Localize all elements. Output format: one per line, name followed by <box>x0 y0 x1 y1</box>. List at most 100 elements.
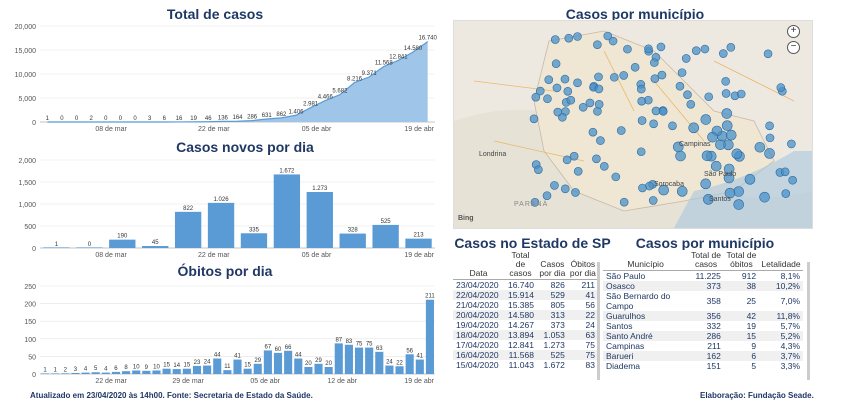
col-total[interactable]: Total de casos <box>504 250 537 280</box>
table-cell: 1.053 <box>536 330 568 340</box>
data-label: 63 <box>376 346 383 352</box>
municipality-marker <box>619 197 629 207</box>
municipality-table-row[interactable]: Diadema 151 5 3,3% <box>603 361 803 371</box>
data-label: 45 <box>152 240 159 246</box>
municipality-table-row[interactable]: Barueri 162 6 3,7% <box>603 351 803 361</box>
data-label: 16.740 <box>419 36 438 42</box>
col-municipio[interactable]: Município <box>603 250 689 271</box>
col-daily-deaths[interactable]: Óbitos por dia <box>567 250 598 280</box>
bar <box>354 347 364 374</box>
table-cell: 12.841 <box>507 340 534 350</box>
data-label: 4 <box>104 367 108 373</box>
data-label: 87 <box>335 337 342 343</box>
zoom-out-button[interactable]: − <box>787 41 800 54</box>
table-cell: 9 <box>751 341 757 351</box>
municipality-marker <box>736 89 746 99</box>
table-cell: 211 <box>707 341 721 351</box>
municipality-marker <box>656 42 666 52</box>
bar <box>306 191 333 248</box>
state-table-row[interactable]: 15/04/2020 11.043 1.672 83 <box>453 360 598 370</box>
state-table-scrollbar[interactable] <box>597 262 600 380</box>
bar <box>344 344 353 374</box>
municipality-marker <box>764 148 775 159</box>
municipality-marker <box>616 126 626 135</box>
data-label: 5.682 <box>332 89 348 95</box>
table-cell: 19/04/2020 <box>456 320 499 330</box>
y-tick-label: 150 <box>24 319 36 326</box>
col-lethality[interactable]: Letalidade <box>759 250 803 271</box>
table-cell: 912 <box>741 271 757 281</box>
municipality-marker <box>637 96 646 106</box>
municipality-marker <box>675 150 686 162</box>
table-cell: 11.568 <box>504 350 537 360</box>
municipality-marker <box>657 70 667 80</box>
zoom-in-button[interactable]: + <box>787 25 800 38</box>
municipality-marker <box>560 184 570 194</box>
bar <box>263 350 272 374</box>
municipality-table-row[interactable]: Campinas 211 9 4,3% <box>603 341 803 351</box>
data-label: 0 <box>119 116 123 122</box>
data-label: 0 <box>60 116 64 122</box>
state-table-row[interactable]: 19/04/2020 14.267 373 24 <box>453 320 598 330</box>
municipality-marker <box>594 72 603 82</box>
municipality-table-row[interactable]: Santo André 286 15 5,2% <box>603 331 803 341</box>
data-label: 1.273 <box>312 186 328 192</box>
col-total-cases[interactable]: Total de casos <box>688 250 724 271</box>
municipality-marker <box>603 31 613 41</box>
bar <box>243 368 252 374</box>
table-cell: 22 <box>567 310 598 320</box>
data-label: 8 <box>124 365 128 371</box>
municipality-table-row[interactable]: São Paulo 11.225 912 8,1% <box>603 271 803 282</box>
municipality-marker <box>691 46 701 55</box>
state-table-row[interactable]: 16/04/2020 11.568 525 75 <box>453 350 598 360</box>
table-cell: Osasco <box>603 281 689 291</box>
municipality-table-row[interactable]: Santos 332 19 5,7% <box>603 321 803 331</box>
data-label: 11.568 <box>375 60 394 66</box>
y-tick-label: 10,000 <box>15 72 37 79</box>
municipality-marker <box>658 184 669 196</box>
data-label: 1 <box>46 116 50 122</box>
bar <box>111 371 121 374</box>
state-table-row[interactable]: 21/04/2020 15.385 805 56 <box>453 300 598 310</box>
municipality-marker <box>637 116 647 125</box>
col-total-deaths[interactable]: Total de óbitos <box>723 250 760 271</box>
municipality-table-row[interactable]: Osasco 373 38 10,2% <box>603 281 803 291</box>
bar <box>81 372 90 374</box>
municipality-map[interactable]: São Paulo Campinas Santos Sorocaba PARAN… <box>453 20 813 229</box>
footer-source: Atualizado em 23/04/2020 às 14h00. Fonte… <box>30 391 313 400</box>
state-table-row[interactable]: 23/04/2020 16.740 826 211 <box>453 280 598 291</box>
municipality-marker <box>726 43 736 52</box>
table-cell: 373 <box>550 320 565 330</box>
municipality-table-row[interactable]: Guarulhos 356 42 11,8% <box>603 311 803 321</box>
bar <box>372 224 399 248</box>
municipality-table-row[interactable]: São Bernardo do Campo 358 25 7,0% <box>603 291 803 311</box>
state-table-row[interactable]: 18/04/2020 13.894 1.053 63 <box>453 330 598 340</box>
state-table-row[interactable]: 20/04/2020 14.580 313 22 <box>453 310 598 320</box>
x-tick-label: 19 de abr <box>404 378 434 385</box>
data-label: 5 <box>94 366 98 372</box>
municipality-table: Município Total de casos Total de óbitos… <box>603 250 803 371</box>
table-cell: 75 <box>567 350 598 360</box>
state-table-row[interactable]: 17/04/2020 12.841 1.273 75 <box>453 340 598 350</box>
state-table-row[interactable]: 22/04/2020 15.914 529 41 <box>453 290 598 300</box>
total-cases-title: Total de casos <box>166 6 264 22</box>
col-date[interactable]: Data <box>453 250 505 280</box>
map-canvas <box>454 30 812 228</box>
table-cell: 25 <box>746 296 757 306</box>
data-label: 9 <box>145 365 149 371</box>
table-cell: São Bernardo do Campo <box>606 291 671 311</box>
data-label: 164 <box>232 115 243 121</box>
data-label: 10 <box>153 364 160 370</box>
table-cell: 24 <box>585 320 595 330</box>
municipality-marker <box>700 44 710 54</box>
data-label: 41 <box>234 354 241 360</box>
municipality-marker <box>573 32 582 41</box>
municipality-marker <box>721 89 731 98</box>
table-cell: 7,0% <box>780 296 800 306</box>
bar <box>273 174 301 248</box>
municipality-table-scrollbar[interactable] <box>807 262 810 380</box>
bar <box>365 347 374 374</box>
col-daily-cases[interactable]: Casos por dia <box>536 250 568 280</box>
map-label-campinas: Campinas <box>679 141 711 148</box>
bar <box>405 354 414 374</box>
